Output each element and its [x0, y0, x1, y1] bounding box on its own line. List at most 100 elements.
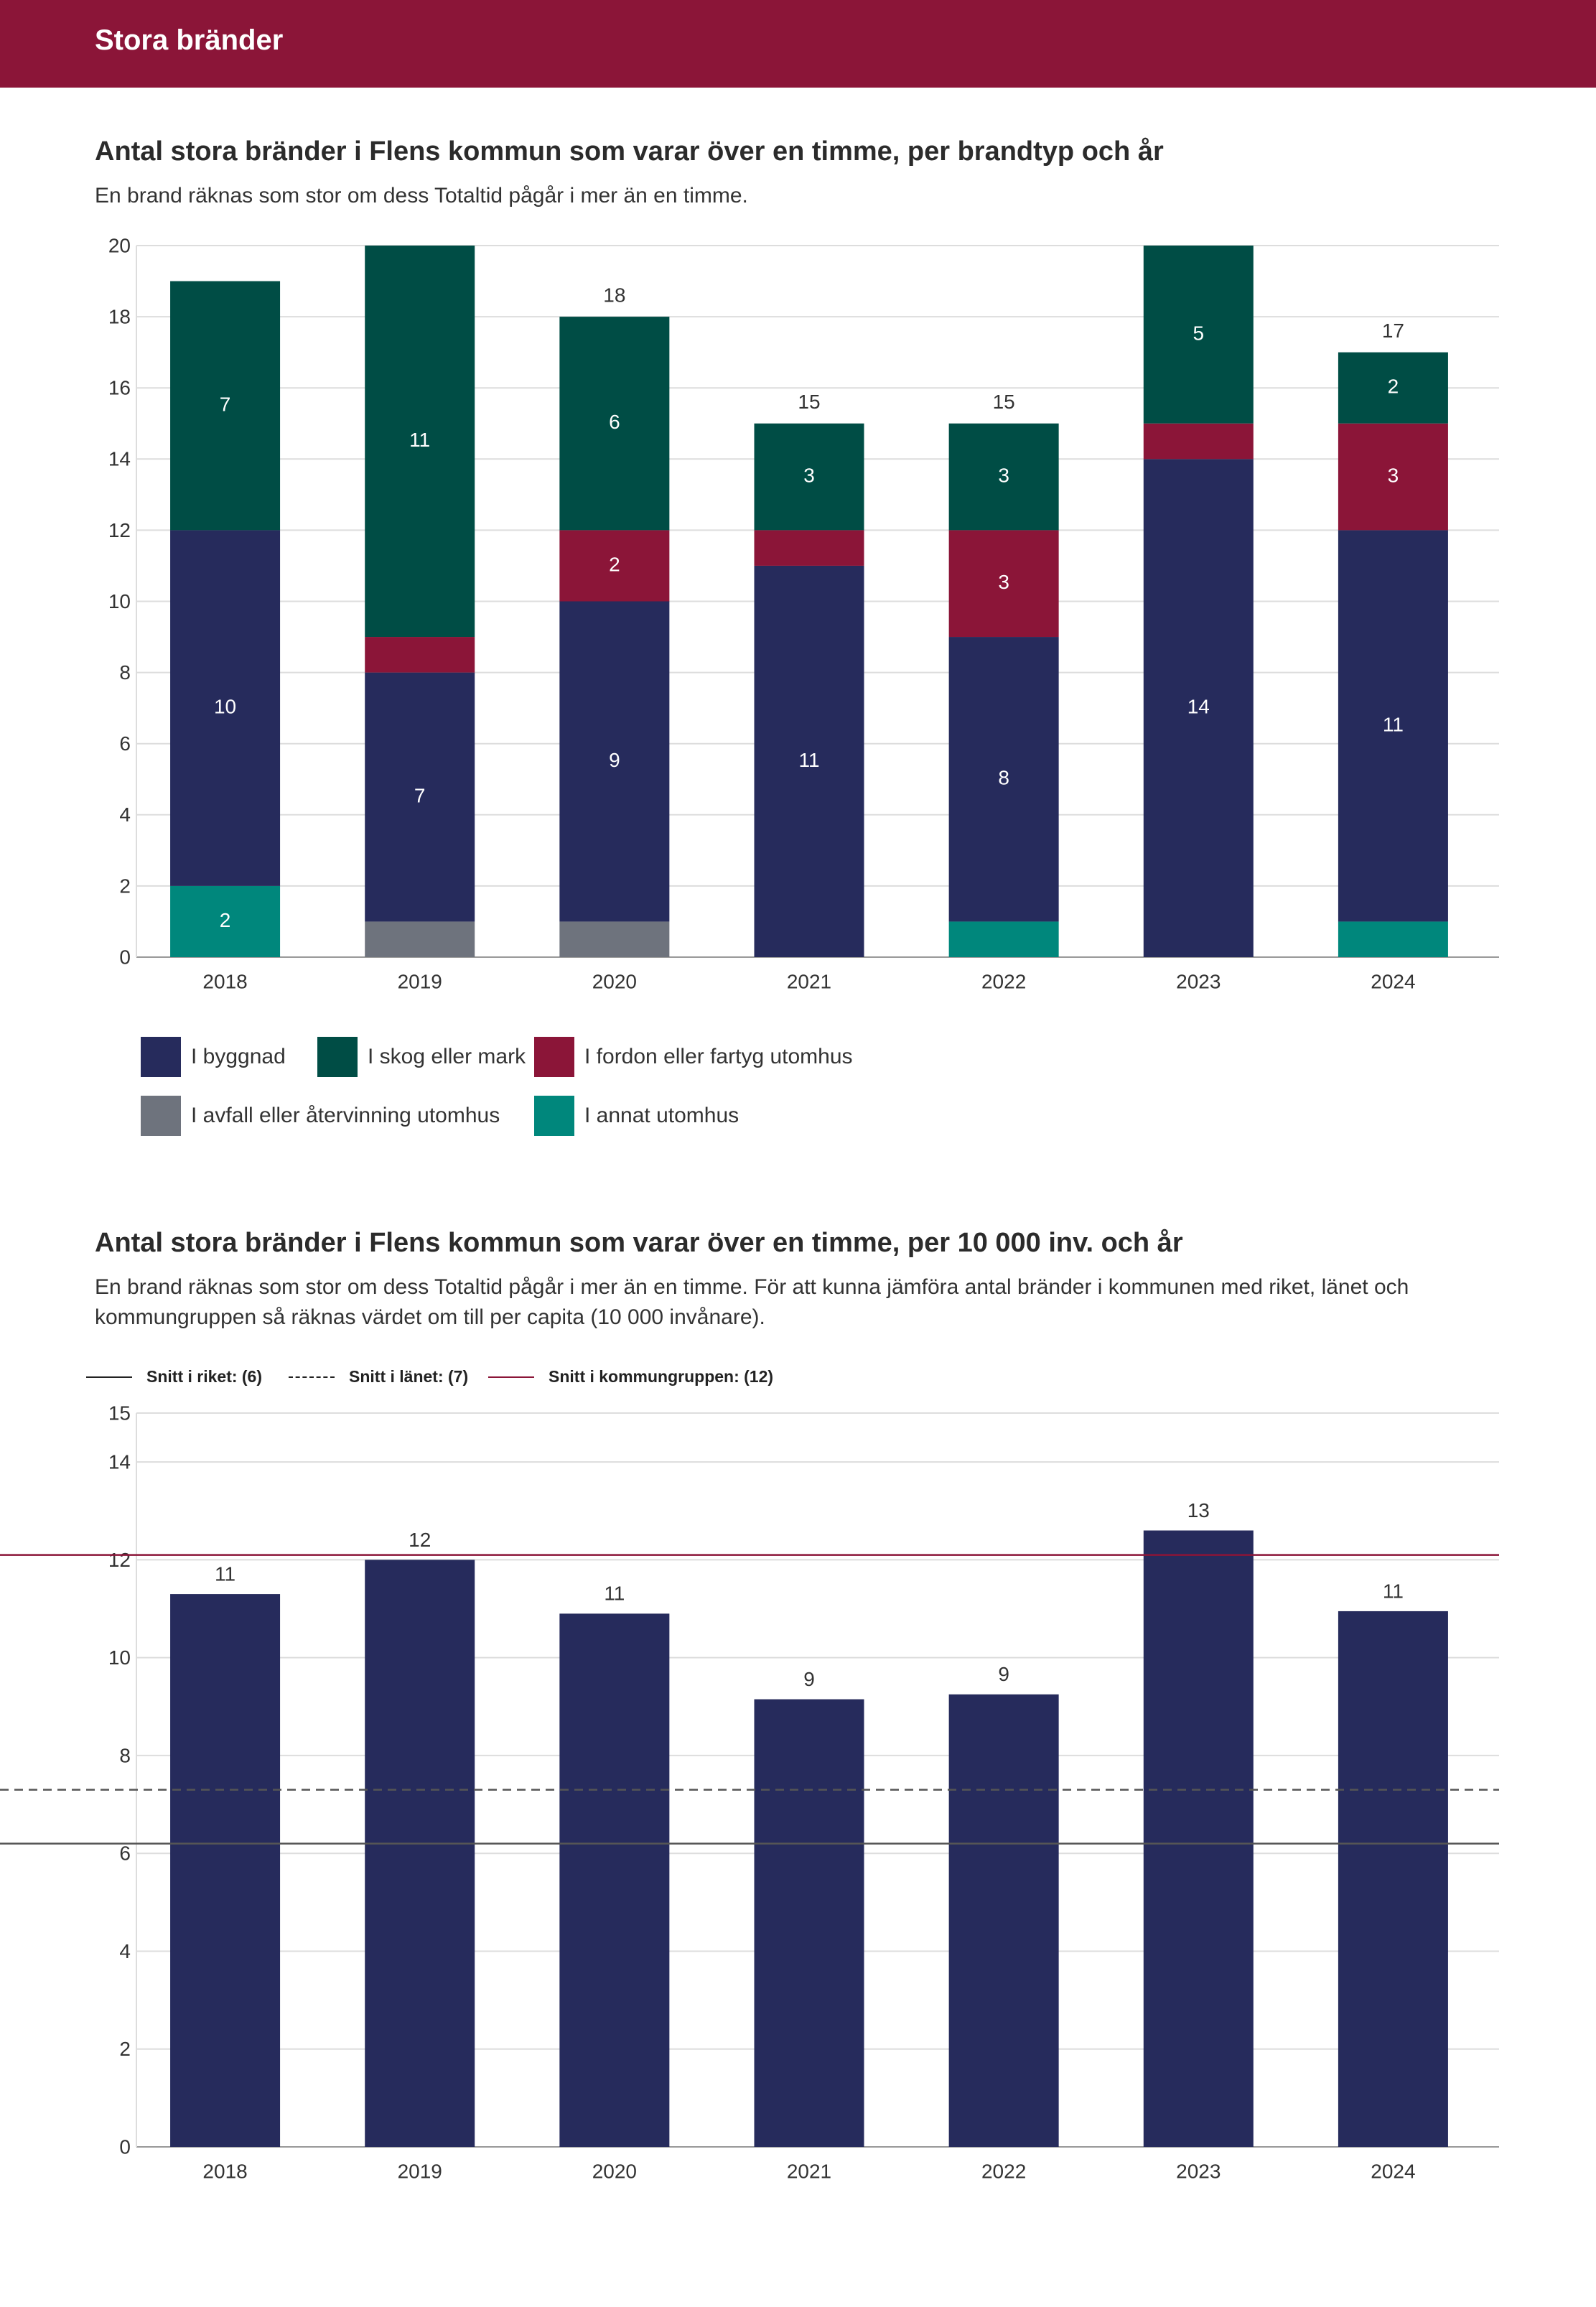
bar-value-label: 12: [409, 1529, 431, 1551]
y-tick-label: 0: [119, 946, 131, 968]
y-tick-label: 2: [119, 2038, 131, 2060]
bar-segment: [559, 317, 670, 531]
segment-label: 14: [1187, 696, 1210, 718]
segment-label: 9: [609, 749, 620, 771]
bar-segment: [365, 672, 475, 922]
y-tick-label: 4: [119, 803, 131, 826]
page-title: Stora bränder: [95, 24, 284, 56]
x-tick-label: 2018: [202, 970, 247, 992]
x-tick-label: 2022: [981, 970, 1026, 992]
bar-value-label: 11: [215, 1562, 235, 1585]
x-tick-label: 2021: [787, 970, 831, 992]
reference-line-swatch: [488, 1376, 534, 1378]
bar: [559, 1613, 670, 2147]
legend-swatch: [141, 1037, 181, 1077]
bar-segment: [365, 921, 475, 957]
legend-swatch: [534, 1037, 574, 1077]
y-tick-label: 16: [108, 377, 131, 399]
segment-label: 3: [998, 571, 1009, 593]
legend-label: I skog eller mark: [368, 1045, 526, 1068]
reference-legend-label: Snitt i länet: (7): [349, 1367, 469, 1386]
bar-value-label: 9: [803, 1668, 815, 1690]
bar-total-label: 17: [1382, 320, 1404, 342]
legend-item: I annat utomhus: [534, 1096, 739, 1136]
legend-swatch: [317, 1037, 358, 1077]
y-tick-label: 2: [119, 875, 131, 897]
segment-label: 8: [998, 767, 1009, 789]
reference-legend-label: Snitt i riket: (6): [146, 1367, 263, 1386]
y-tick-label: 0: [119, 2135, 131, 2158]
legend-swatch: [534, 1096, 574, 1136]
bar-segment: [1338, 352, 1448, 424]
x-tick-label: 2019: [398, 970, 442, 992]
reference-line-swatch: [86, 1376, 132, 1378]
segment-label: 5: [1193, 322, 1204, 344]
bar-segment: [1143, 459, 1254, 957]
segment-label: 6: [609, 411, 620, 433]
bar-segment: [559, 601, 670, 922]
stacked-bar-chart: 0 2 4 6 8 10 12 14 16 18 20 2 10 7 2018 7 11 2019 9 2 6 18 202…: [108, 234, 1499, 992]
reference-legend-label: Snitt i kommungruppen: (12): [549, 1367, 774, 1386]
bar: [170, 1594, 281, 2147]
segment-label: 2: [220, 909, 231, 931]
y-tick-label: 12: [108, 1549, 131, 1571]
x-tick-label: 2023: [1176, 2160, 1221, 2182]
reference-line-swatch: [289, 1376, 335, 1378]
legend-label: I fordon eller fartyg utomhus: [584, 1045, 853, 1068]
x-tick-label: 2019: [398, 2160, 442, 2182]
bar-segment: [559, 921, 670, 957]
header-bar: Stora bränder: [0, 0, 1596, 88]
x-tick-label: 2022: [981, 2160, 1026, 2182]
chart2-description: En brand räknas som stor om dess Totalti…: [95, 1275, 1409, 1329]
bar: [365, 1560, 475, 2147]
bar: [1338, 1611, 1448, 2147]
bar-total-label: 15: [993, 391, 1015, 413]
y-tick-label: 6: [119, 1842, 131, 1865]
legend-label: I byggnad: [191, 1045, 286, 1068]
y-tick-label: 8: [119, 1744, 131, 1766]
chart1-title: Antal stora bränder i Flens kommun som v…: [95, 136, 1164, 167]
bar-value-label: 11: [604, 1583, 625, 1605]
legend-swatch: [141, 1096, 181, 1136]
segment-label: 7: [414, 784, 426, 806]
bar-total-label: 18: [603, 284, 625, 306]
segment-label: 11: [1383, 713, 1404, 735]
bar-segment: [559, 530, 670, 602]
segment-label: 3: [803, 464, 815, 486]
bar-segment: [1143, 423, 1254, 460]
bar: [948, 1694, 1059, 2147]
bar-segment: [1338, 921, 1448, 957]
x-tick-label: 2020: [592, 970, 637, 992]
bar-segment: [754, 565, 864, 957]
y-tick-label: 18: [108, 305, 131, 327]
chart1-description: En brand räknas som stor om dess Totalti…: [95, 184, 748, 208]
y-tick-label: 15: [108, 1402, 131, 1424]
chart2-title: Antal stora bränder i Flens kommun som v…: [95, 1228, 1183, 1258]
legend-item: I avfall eller återvinning utomhus: [141, 1096, 500, 1136]
bar-segment: [1338, 423, 1448, 531]
bar-segment: [365, 637, 475, 673]
y-tick-label: 8: [119, 661, 131, 684]
bar-segment: [170, 885, 281, 957]
x-tick-label: 2020: [592, 2160, 637, 2182]
y-tick-label: 14: [108, 1451, 131, 1473]
bar-value-label: 13: [1187, 1499, 1210, 1521]
reference-legend-item: Snitt i länet: (7): [289, 1367, 468, 1386]
legend-item: I fordon eller fartyg utomhus: [534, 1037, 853, 1077]
x-tick-label: 2024: [1371, 970, 1415, 992]
x-tick-label: 2023: [1176, 970, 1221, 992]
segment-label: 3: [1388, 464, 1399, 486]
bar-segment: [948, 530, 1059, 638]
bar-segment: [365, 246, 475, 638]
bar-value-label: 9: [998, 1663, 1009, 1685]
bar-segment: [948, 423, 1059, 531]
per-capita-bar-chart: 0 2 4 6 8 10 12 14 15 11 2018 12 2019 11 2020 9 2021 9 202…: [0, 1402, 1499, 2182]
x-tick-label: 2018: [202, 2160, 247, 2182]
x-tick-label: 2021: [787, 2160, 831, 2182]
bar-segment: [1143, 246, 1254, 424]
segment-label: 11: [409, 429, 430, 451]
x-tick-label: 2024: [1371, 2160, 1415, 2182]
bar: [1143, 1530, 1254, 2147]
y-tick-label: 6: [119, 732, 131, 755]
bar-segment: [170, 281, 281, 531]
